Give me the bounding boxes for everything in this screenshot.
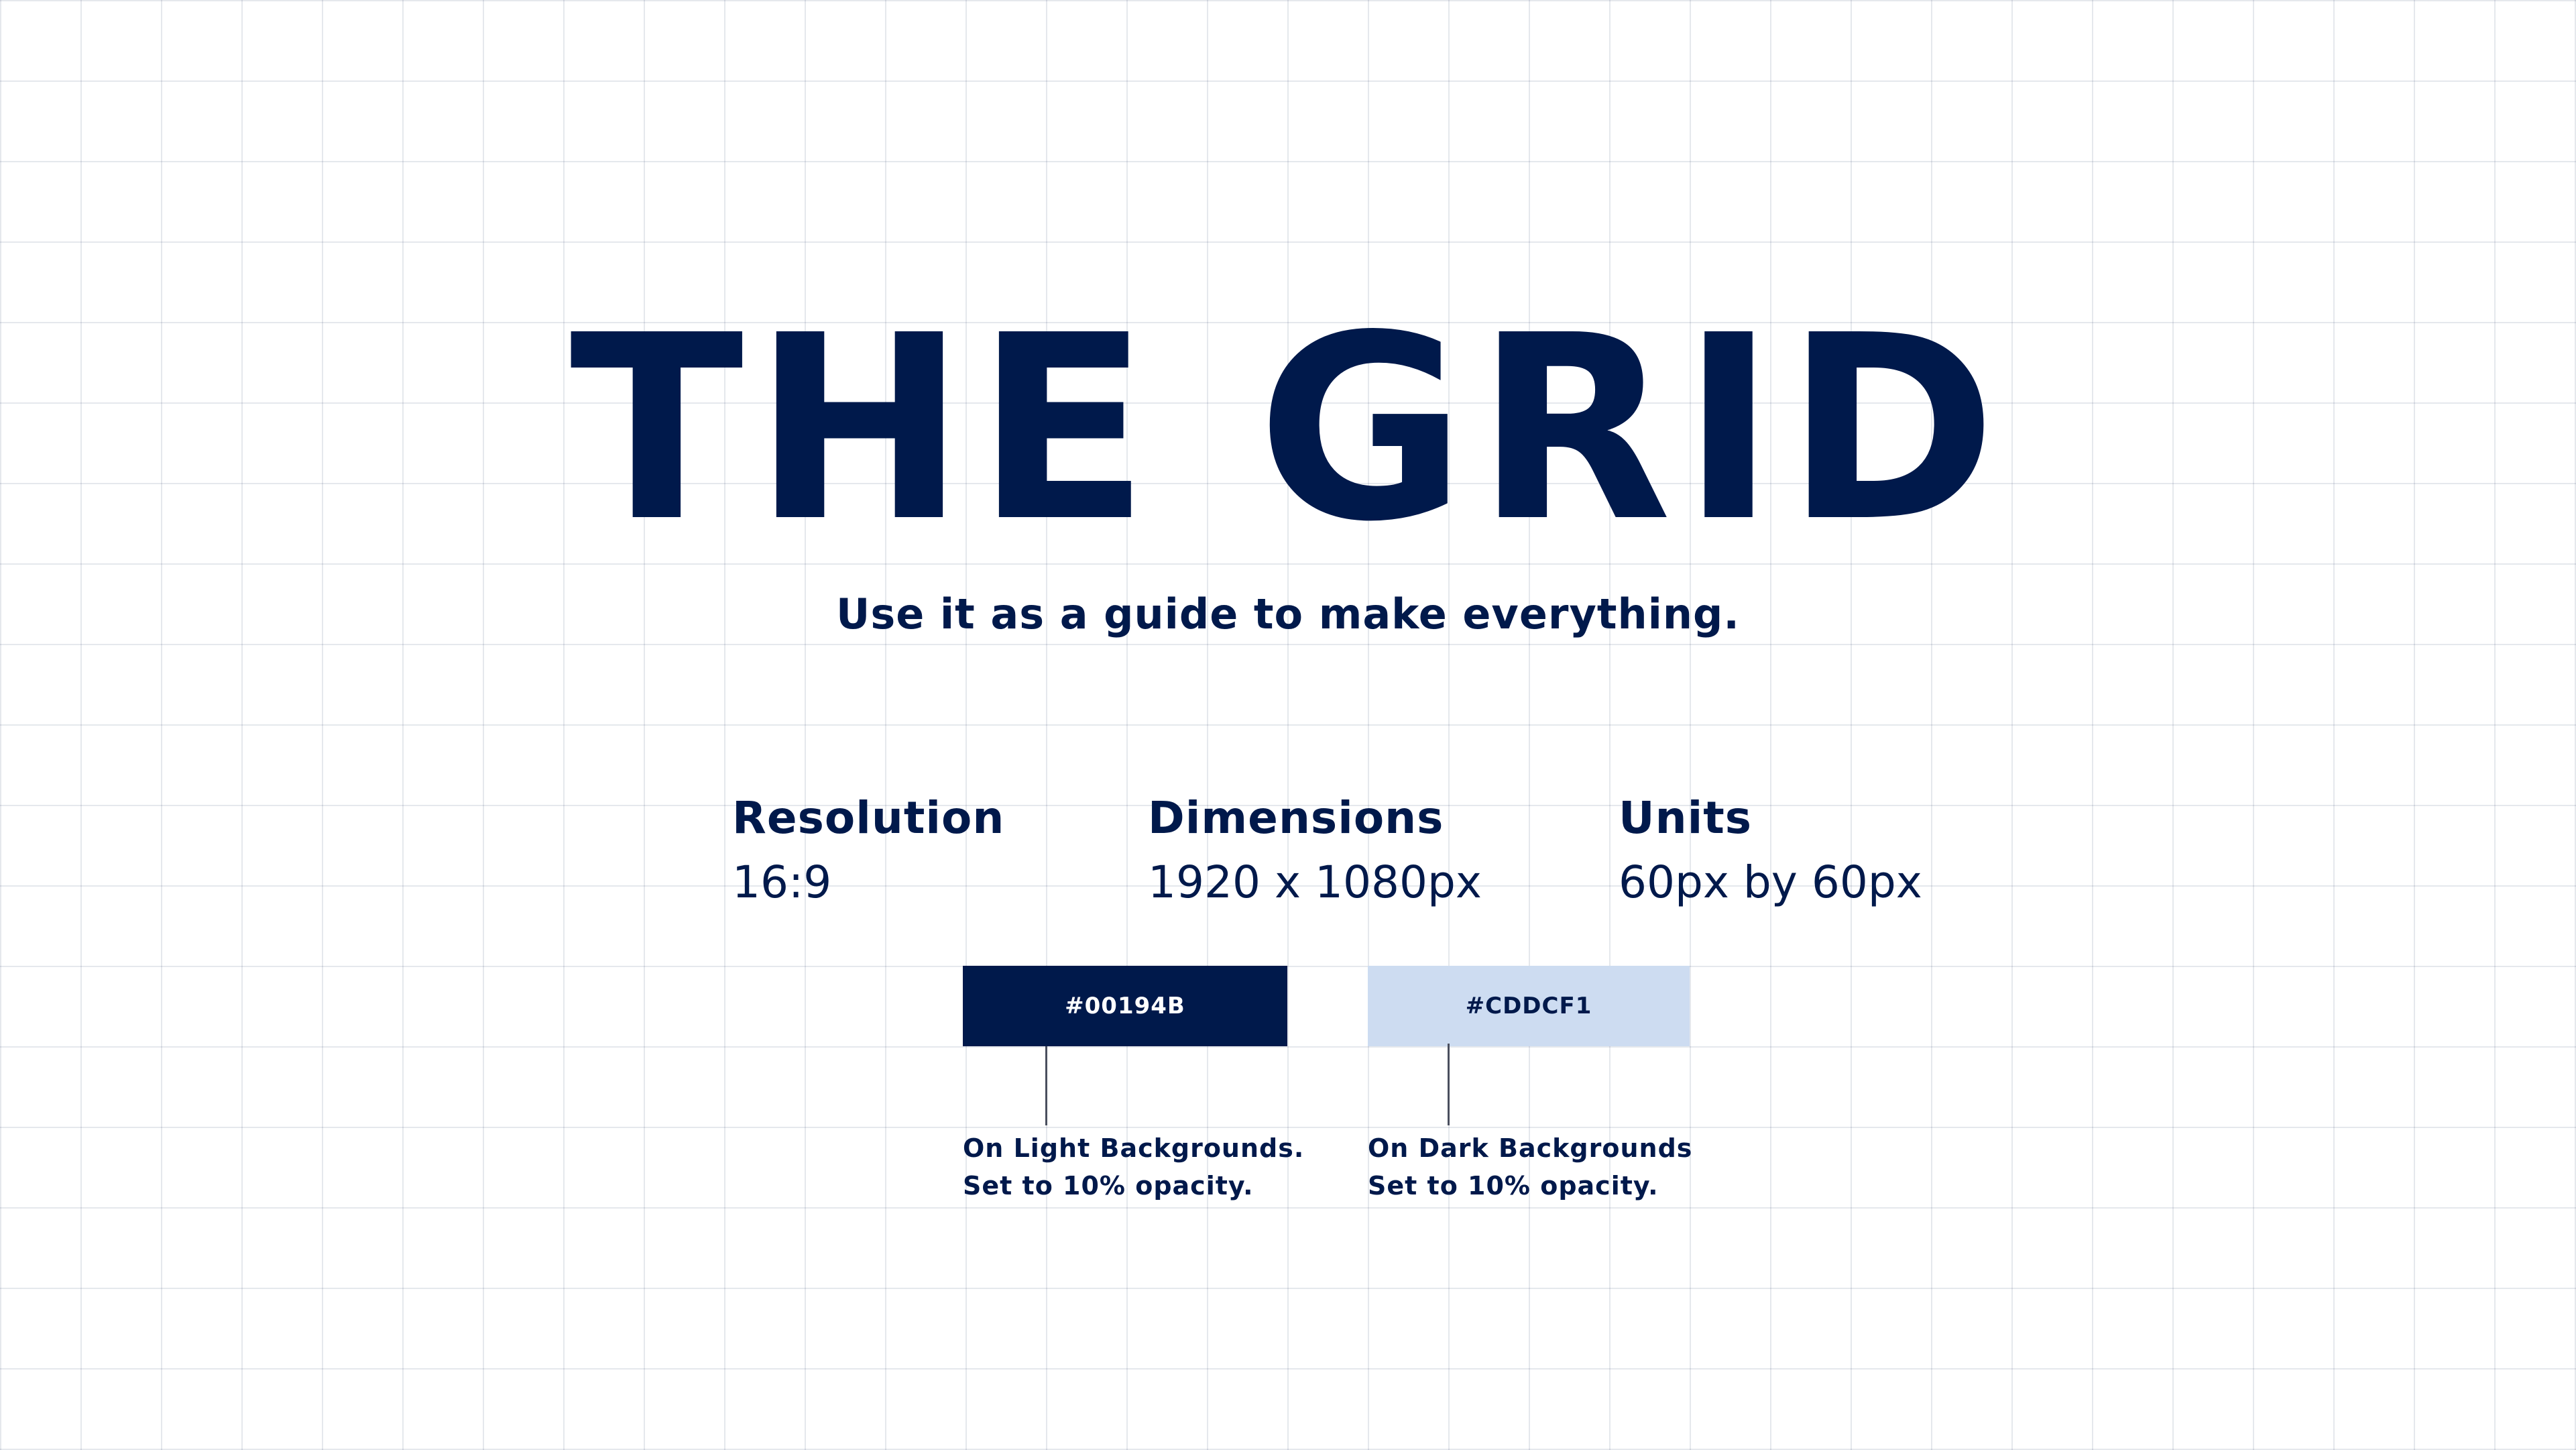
page-subtitle: Use it as a guide to make everything. <box>836 590 1740 638</box>
spec-resolution-value: 16:9 <box>732 856 832 908</box>
spec-units-value: 60px by 60px <box>1619 856 1922 908</box>
color-swatch-light: #CDDCF1 <box>1368 966 1690 1046</box>
note-dark-line-2: Set to 10% opacity. <box>1368 1171 1659 1201</box>
connector-line-light <box>1448 1044 1450 1125</box>
page-title: THE GRID <box>569 280 2007 577</box>
note-light-backgrounds: On Light Backgrounds. Set to 10% opacity… <box>963 1129 1304 1205</box>
note-light-line-1: On Light Backgrounds. <box>963 1133 1305 1163</box>
note-dark-line-1: On Dark Backgrounds <box>1368 1133 1693 1163</box>
spec-resolution-label: Resolution <box>732 792 1005 844</box>
spec-units-label: Units <box>1619 792 1753 844</box>
color-swatch-dark: #00194B <box>963 966 1287 1046</box>
spec-dimensions: Dimensions 1920 x 1080px <box>1148 786 1482 915</box>
spec-dimensions-label: Dimensions <box>1148 792 1444 844</box>
spec-resolution: Resolution 16:9 <box>732 786 1004 915</box>
spec-units: Units 60px by 60px <box>1619 786 1922 915</box>
note-light-line-2: Set to 10% opacity. <box>963 1171 1254 1201</box>
note-dark-backgrounds: On Dark Backgrounds Set to 10% opacity. <box>1368 1129 1692 1205</box>
connector-line-dark <box>1045 1046 1047 1125</box>
spec-dimensions-value: 1920 x 1080px <box>1148 856 1482 908</box>
